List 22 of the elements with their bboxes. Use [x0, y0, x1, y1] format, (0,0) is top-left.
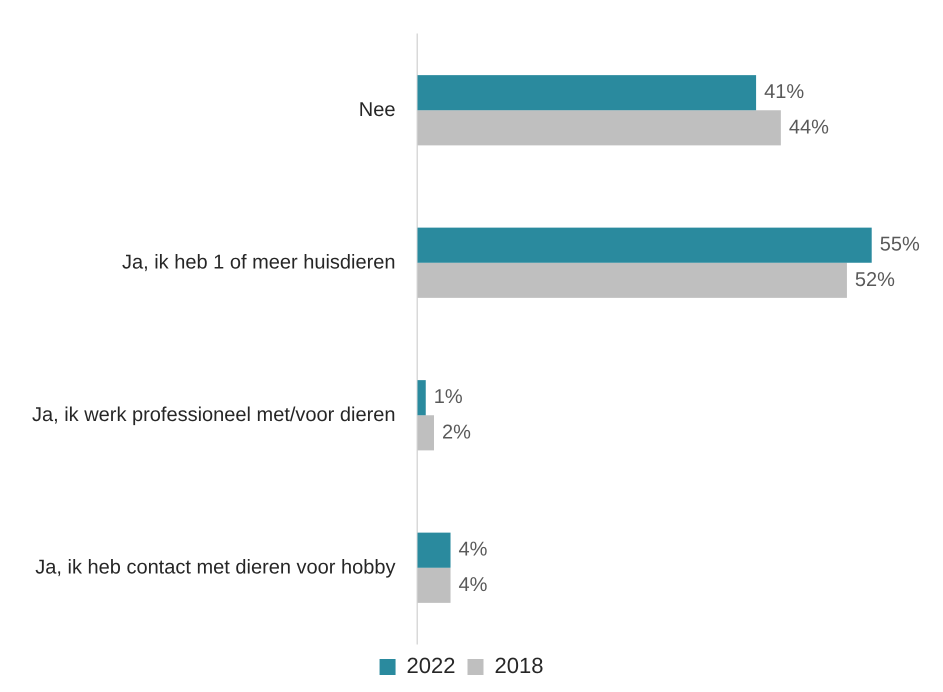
legend-label: 2018 [494, 653, 544, 678]
data-label: 41% [764, 81, 804, 104]
data-label: 1% [434, 386, 463, 408]
bar [417, 262, 847, 298]
data-label: 2% [442, 421, 472, 444]
legend-label: 2022 [406, 653, 456, 678]
bar [417, 415, 434, 450]
bar [417, 75, 756, 110]
bar [417, 380, 426, 416]
bar [417, 228, 872, 263]
bar [417, 568, 451, 603]
data-label: 44% [788, 116, 830, 138]
y-tick-label: Ja, ik heb 1 of meer huisdieren [122, 251, 396, 274]
y-tick-label: Ja, ik heb contact met dieren voor hobby [35, 556, 396, 578]
data-label: 52% [854, 268, 896, 291]
data-label: 4% [458, 538, 488, 561]
y-tick-label: Nee [358, 98, 396, 121]
y-tick-label: Ja, ik werk professioneel met/voor dieren [32, 404, 396, 426]
bar [417, 110, 781, 146]
data-label: 55% [880, 234, 920, 256]
data-label: 4% [458, 574, 488, 596]
bar [417, 532, 451, 568]
